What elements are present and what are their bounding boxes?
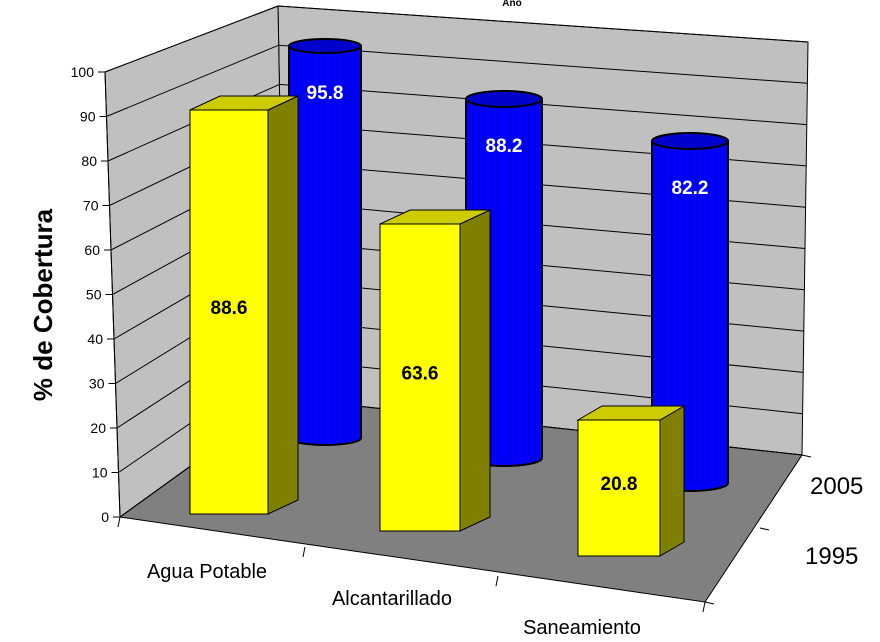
y-tick-label: 50 — [86, 287, 102, 303]
depth-tick-mark — [801, 454, 812, 458]
cylinder-top — [465, 90, 543, 108]
y-axis-label: % de Cobertura — [28, 208, 58, 401]
box-side — [459, 209, 491, 532]
y-tick-label: 70 — [83, 198, 99, 214]
y-axis-line — [104, 71, 121, 518]
cylinder-top — [288, 38, 362, 54]
data-label: 82.2 — [672, 178, 709, 199]
y-tick-label: 10 — [92, 465, 108, 481]
x-category-label: Alcantarillado — [332, 588, 452, 610]
category-labels: Agua Potable Alcantarillado Saneamiento 199… — [117, 454, 863, 639]
cylinder-top — [651, 132, 729, 150]
gridline — [104, 5, 809, 73]
depth-series-label: 2005 — [810, 473, 863, 500]
data-label: 88.2 — [486, 136, 523, 157]
chart-title: Año — [502, 0, 521, 9]
y-tick-label: 80 — [81, 153, 97, 169]
data-label: 88.6 — [211, 298, 248, 319]
depth-tick-mark — [704, 601, 715, 605]
y-axis: 0 10 20 30 40 50 60 70 80 90 100 — [71, 64, 121, 525]
bar-1995-2: 20.8 — [576, 405, 686, 557]
y-tick-label: 0 — [101, 509, 109, 525]
box-front — [189, 109, 269, 515]
bar-2005-2: 82.2 — [651, 132, 729, 492]
data-label: 63.6 — [402, 364, 439, 385]
data-label: 95.8 — [307, 83, 344, 104]
y-tick-label: 40 — [87, 331, 103, 347]
depth-tick-mark — [759, 527, 770, 531]
box-front — [577, 419, 661, 557]
data-label: 20.8 — [601, 474, 638, 495]
y-tick-label: 20 — [90, 420, 106, 436]
x-category-label: Agua Potable — [147, 561, 267, 583]
depth-series-label: 1995 — [805, 543, 858, 570]
y-tick-label: 30 — [89, 376, 105, 392]
gridline — [107, 83, 807, 162]
x-tick-mark — [302, 546, 306, 558]
x-tick-mark — [495, 575, 499, 587]
x-category-label: Saneamiento — [523, 617, 641, 639]
y-tick-label: 90 — [80, 109, 96, 125]
box-side — [659, 405, 685, 557]
bar-1995-0: 88.6 — [189, 95, 299, 515]
bars: 95.8 88.2 82.2 88.6 63.6 20.8 — [189, 38, 729, 557]
gridline — [106, 44, 808, 117]
y-tick-label: 100 — [71, 64, 95, 80]
bar-1995-1: 63.6 — [379, 209, 491, 532]
x-tick-mark — [702, 601, 706, 613]
box-front — [379, 223, 461, 532]
box-side — [267, 95, 299, 515]
y-tick-label: 60 — [84, 242, 100, 258]
bar-2005-0: 95.8 — [288, 38, 362, 446]
x-tick-mark — [117, 516, 121, 528]
